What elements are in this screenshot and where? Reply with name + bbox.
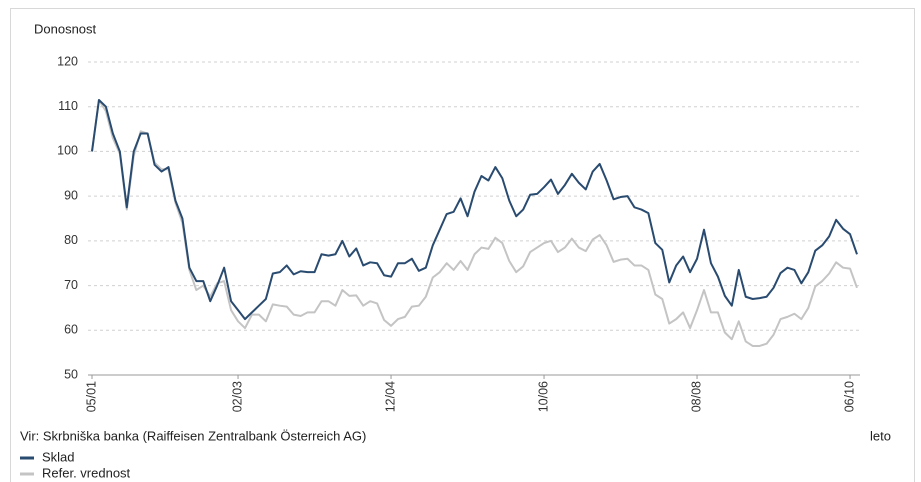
x-axis-label: leto [870, 428, 891, 443]
x-tick-label: 10/06 [536, 381, 550, 412]
y-tick-label: 120 [57, 54, 78, 68]
y-axis-label: Donosnost [34, 21, 97, 36]
y-tick-label: 100 [57, 144, 78, 158]
legend-label: Sklad [42, 449, 75, 464]
series-line [91, 99, 858, 321]
x-tick-label: 02/03 [230, 381, 244, 412]
y-tick-label: 70 [64, 278, 78, 292]
series-line [91, 99, 858, 347]
x-tick-label: 05/01 [84, 381, 98, 412]
frame [10, 8, 915, 482]
y-tick-label: 80 [64, 233, 78, 247]
legend-label: Refer. vrednost [42, 465, 131, 480]
x-tick-label: 08/08 [689, 381, 703, 412]
source: Vir: Skrbniška banka (Raiffeisen Zentral… [20, 428, 366, 443]
y-tick-label: 90 [64, 188, 78, 202]
x-tick-label: 12/04 [383, 381, 397, 412]
y-tick-label: 60 [64, 323, 78, 337]
y-tick-label: 110 [58, 99, 78, 113]
y-tick-label: 50 [64, 367, 78, 381]
x-tick-label: 06/10 [842, 381, 856, 412]
